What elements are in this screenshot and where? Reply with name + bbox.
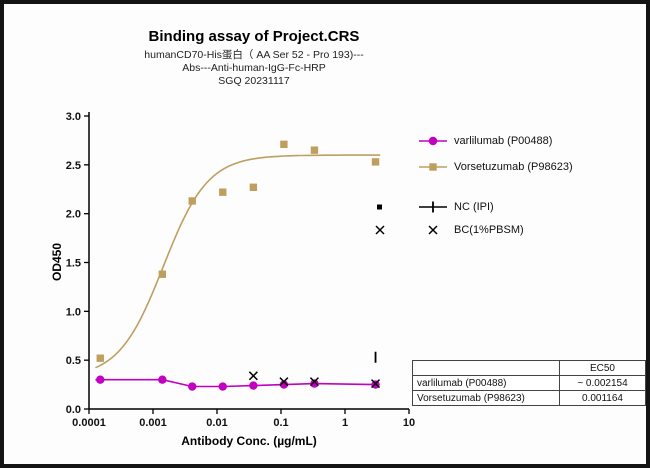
x-marker <box>375 225 385 235</box>
circle-marker <box>218 382 227 391</box>
y-axis-label: OD450 <box>50 243 64 281</box>
circle-marker <box>188 382 197 391</box>
legend-sample <box>418 200 448 214</box>
x-axis-label: Antibody Conc. (µg/mL) <box>181 434 317 448</box>
y-tick-label: 0.0 <box>66 404 81 416</box>
x-tick-label: 0.01 <box>206 417 227 429</box>
y-tick-label: 0.5 <box>66 355 81 367</box>
square-marker <box>249 183 258 191</box>
series-line <box>95 154 381 369</box>
y-tick-label: 2.5 <box>66 160 81 172</box>
ec50-blank-header <box>412 360 560 376</box>
y-tick-label: 3.0 <box>66 111 81 123</box>
circle-marker <box>428 136 438 146</box>
ec50-table: EC50 varlilumab (P00488) ~ 0.002154 Vorset… <box>412 360 646 406</box>
square-marker <box>96 354 104 362</box>
y-tick-label: 2.0 <box>66 209 81 221</box>
ec50-row-value: 0.001164 <box>558 390 646 406</box>
ec50-row-label: varlilumab (P00488) <box>412 375 560 391</box>
x-tick-label: 0.1 <box>273 417 288 429</box>
legend-item: BC(1%PBSM) <box>374 223 624 237</box>
square-marker <box>310 146 319 154</box>
legend-label: varlilumab (P00488) <box>454 135 553 147</box>
square-marker <box>429 163 437 171</box>
legend-label: BC(1%PBSM) <box>454 224 524 236</box>
chart-subtitle-3: SGQ 20231117 <box>218 75 290 87</box>
legend-pre-marker <box>374 201 418 213</box>
y-tick-label: 1.5 <box>66 258 81 270</box>
binding-curve-chart: 0.0 0.5 1.0 1.5 2.0 2.5 3.0 0.0001 0.001 0.01 0.1 1… <box>50 111 415 448</box>
chart-title: Binding assay of Project.CRS <box>148 28 360 45</box>
square-marker <box>280 140 288 149</box>
plot-layer: 0.0 0.5 1.0 1.5 2.0 2.5 3.0 0.0001 0.001 0.01 0.1 1… <box>66 111 415 429</box>
ec50-header: EC50 <box>558 360 646 376</box>
circle-marker <box>279 380 289 389</box>
square-marker <box>219 188 227 196</box>
square-marker <box>371 158 380 166</box>
x-tick-label: 0.001 <box>139 417 167 429</box>
x-marker <box>371 379 381 389</box>
x-tick-label: 0.0001 <box>72 417 106 429</box>
circle-marker <box>249 381 258 390</box>
ec50-row-label: Vorsetuzumab (P98623) <box>412 390 560 406</box>
ec50-row: Vorsetuzumab (P98623) 0.001164 <box>412 390 646 406</box>
x-marker <box>279 377 289 387</box>
x-tick-label: 1 <box>342 417 348 429</box>
ec50-row-value: ~ 0.002154 <box>558 375 646 391</box>
legend-label: Vorsetuzumab (P98623) <box>454 161 573 173</box>
title-block: Binding assay of Project.CRS humanCD70-H… <box>39 28 469 88</box>
y-tick-label: 1.0 <box>66 306 81 318</box>
circle-marker <box>96 375 105 384</box>
x-marker <box>309 377 319 387</box>
legend-pre-marker <box>374 224 418 236</box>
square-marker <box>158 270 167 278</box>
square-marker <box>188 197 196 205</box>
ec50-row: varlilumab (P00488) ~ 0.002154 <box>412 375 646 391</box>
circle-marker <box>158 375 167 384</box>
chart-subtitle-2: Abs---Anti-human-IgG-Fc-HRP <box>182 61 326 74</box>
legend-sample <box>418 160 448 174</box>
legend-item: NC (IPI) <box>374 200 624 214</box>
legend: varlilumab (P00488) Vorsetuzumab (P98623)… <box>374 134 624 237</box>
chart-subtitle-1: humanCD70-His蛋白（ AA Ser 52 - Pro 193)--- <box>144 48 364 61</box>
x-marker <box>428 225 438 235</box>
ec50-header-row: EC50 <box>412 360 646 376</box>
legend-item: Vorsetuzumab (P98623) <box>374 160 624 174</box>
circle-marker <box>310 379 319 388</box>
x-tick-label: 10 <box>403 417 415 429</box>
legend-sample <box>418 223 448 237</box>
legend-sample <box>418 134 448 148</box>
series-line <box>95 378 379 388</box>
legend-label: NC (IPI) <box>454 201 494 213</box>
legend-item: varlilumab (P00488) <box>374 134 624 148</box>
x-marker <box>248 371 258 381</box>
